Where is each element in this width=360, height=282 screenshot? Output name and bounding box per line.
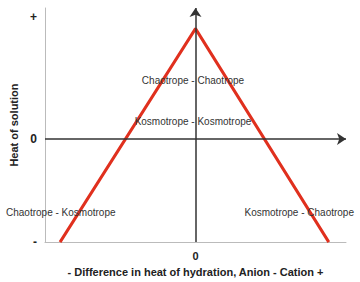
svg-text:Kosmotrope - Chaotrope: Kosmotrope - Chaotrope (244, 207, 354, 218)
svg-text:Kosmotrope - Kosmotrope: Kosmotrope - Kosmotrope (135, 116, 252, 127)
svg-text:Chaotrope - Kosmotrope: Chaotrope - Kosmotrope (6, 207, 116, 218)
svg-text:0: 0 (192, 250, 198, 262)
svg-text:0: 0 (30, 132, 37, 146)
svg-text:+: + (30, 10, 37, 24)
svg-text:Heat of solution: Heat of solution (8, 83, 20, 166)
svg-text:-: - (33, 235, 37, 249)
svg-text:- Difference in heat of hydrat: - Difference in heat of hydration, Anion… (68, 266, 324, 278)
svg-text:Chaotrope - Chaotrope: Chaotrope - Chaotrope (142, 75, 245, 86)
